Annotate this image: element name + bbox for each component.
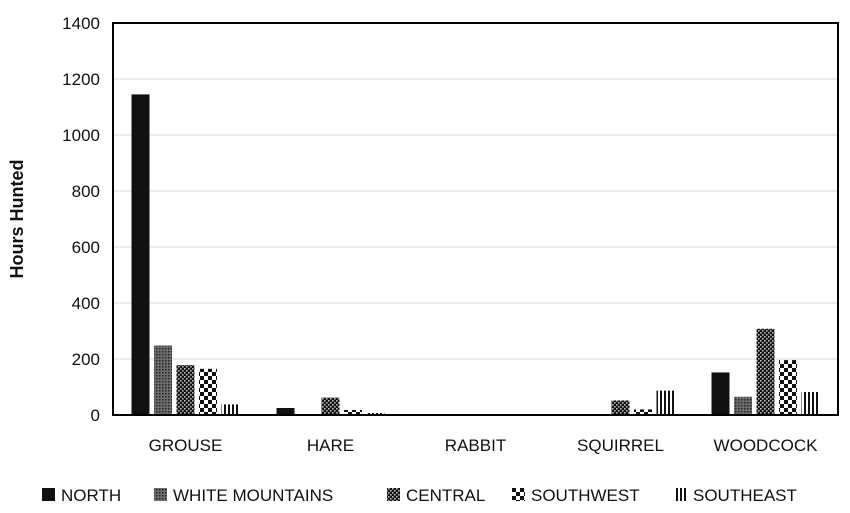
x-category-label: RABBIT (445, 436, 506, 455)
x-category-label: WOODCOCK (714, 436, 819, 455)
legend-swatch (387, 488, 400, 501)
bar (176, 365, 195, 415)
plot-area-frame (112, 22, 839, 416)
x-category-label: GROUSE (149, 436, 223, 455)
bars (131, 94, 820, 416)
y-tick-label: 1000 (62, 126, 100, 145)
x-axis-category-labels: GROUSE HARE RABBIT SQUIRREL WOODCOCK (149, 436, 818, 455)
y-tick-label: 1400 (62, 14, 100, 33)
bar (656, 390, 675, 415)
bar (801, 392, 820, 415)
bar (711, 372, 730, 415)
bar (321, 397, 340, 415)
bar (344, 409, 362, 415)
y-tick-label: 200 (72, 350, 100, 369)
bar (611, 400, 630, 415)
y-tick-label: 600 (72, 238, 100, 257)
y-tick-label: 1200 (62, 70, 100, 89)
grid-lines (113, 78, 838, 360)
legend: NORTH WHITE MOUNTAINS CENTRAL SOUTHWEST SOUT… (42, 486, 797, 505)
bar (779, 360, 797, 415)
y-tick-label: 800 (72, 182, 100, 201)
x-category-label: HARE (307, 436, 354, 455)
x-category-label: SQUIRREL (577, 436, 664, 455)
bar (221, 404, 240, 415)
bar (131, 94, 150, 416)
bar (634, 409, 652, 415)
bar (154, 345, 172, 415)
legend-label: WHITE MOUNTAINS (173, 486, 333, 505)
bar (734, 396, 752, 415)
legend-swatch (512, 488, 525, 501)
y-axis-ticks: 0 200 400 600 800 1000 1200 1400 (62, 14, 100, 425)
legend-label: NORTH (61, 486, 121, 505)
bar (276, 408, 295, 415)
y-axis-title: Hours Hunted (7, 160, 27, 279)
legend-label: SOUTHEAST (693, 486, 797, 505)
bar (756, 328, 775, 415)
bar (199, 368, 217, 415)
y-tick-label: 400 (72, 294, 100, 313)
legend-swatch (154, 488, 167, 501)
legend-label: CENTRAL (406, 486, 485, 505)
y-tick-label: 0 (91, 406, 100, 425)
legend-label: SOUTHWEST (531, 486, 640, 505)
legend-swatch (42, 488, 55, 501)
legend-swatch (674, 488, 687, 501)
